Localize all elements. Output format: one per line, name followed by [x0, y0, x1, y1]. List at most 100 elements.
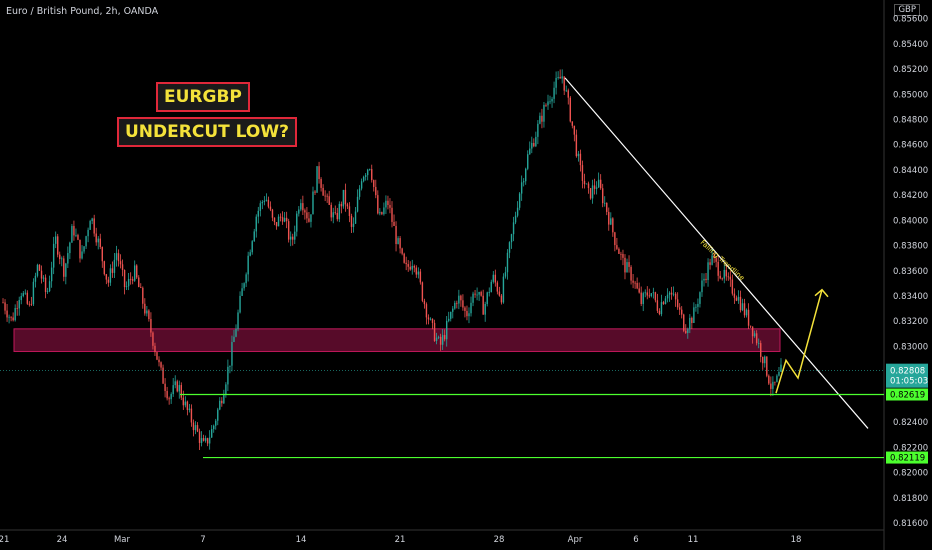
candle-body	[525, 168, 527, 182]
candle-body	[54, 236, 57, 244]
candle-body	[606, 202, 608, 212]
candle-body	[488, 292, 490, 293]
candle-body	[194, 425, 197, 431]
candle-body	[614, 232, 616, 246]
candle-body	[208, 437, 211, 444]
candle-body	[642, 293, 644, 304]
candle-body	[587, 183, 590, 189]
candle-body	[59, 254, 61, 260]
candle-body	[413, 266, 415, 268]
candle-body	[227, 366, 229, 385]
instrument-title: Euro / British Pound, 2h, OANDA	[6, 6, 159, 17]
candle-body	[527, 154, 529, 169]
candle-body	[206, 438, 209, 444]
candle-body	[233, 336, 235, 342]
candle-body	[687, 329, 689, 333]
candle-body	[456, 302, 458, 304]
candle-body	[170, 394, 172, 400]
projection-path	[775, 289, 823, 394]
candle-body	[107, 279, 110, 283]
candle-body	[237, 312, 239, 329]
candle-body	[375, 186, 377, 196]
candle-body	[215, 420, 217, 426]
candle-body	[140, 287, 142, 288]
candle-body	[636, 283, 638, 289]
candle-body	[705, 278, 707, 281]
candle-body	[551, 98, 553, 102]
candle-body	[626, 262, 628, 273]
candle-body	[757, 343, 760, 344]
candle-body	[285, 217, 288, 222]
candle-body	[717, 261, 719, 276]
candle-body	[729, 276, 732, 280]
candle-body	[332, 212, 334, 218]
candle-body	[559, 76, 561, 79]
y-tick-label: 0.83800	[893, 242, 928, 252]
candle-body	[731, 279, 734, 294]
y-tick-label: 0.81600	[893, 519, 928, 529]
candle-body	[656, 300, 659, 311]
candle-body	[498, 291, 501, 296]
candle-body	[772, 381, 774, 389]
candle-body	[26, 292, 29, 304]
candle-body	[257, 210, 259, 217]
candle-body	[371, 169, 373, 181]
candle-body	[693, 307, 695, 324]
level-price-tag	[886, 451, 928, 464]
candle-body	[699, 292, 701, 304]
candle-body	[561, 76, 563, 79]
candle-body	[616, 245, 618, 249]
candle-body	[71, 225, 73, 243]
candle-body	[425, 304, 428, 318]
candle-body	[190, 408, 193, 423]
candle-body	[612, 218, 614, 233]
candle-body	[595, 187, 598, 189]
candle-body	[93, 218, 95, 234]
candle-body	[685, 330, 687, 333]
candle-body	[437, 336, 440, 338]
candle-body	[138, 277, 140, 288]
candle-body	[275, 222, 278, 227]
candle-body	[271, 209, 274, 218]
candle-body	[719, 275, 721, 279]
candle-body	[344, 189, 347, 205]
candle-body	[75, 235, 77, 236]
candle-body	[261, 201, 264, 204]
candle-body	[89, 221, 91, 230]
candle-body	[597, 179, 600, 188]
candle-body	[494, 274, 497, 283]
candle-body	[753, 333, 756, 337]
candle-body	[484, 303, 486, 315]
candle-body	[652, 292, 655, 294]
candle-body	[221, 400, 223, 404]
candle-body	[322, 187, 324, 196]
candle-body	[87, 229, 89, 237]
candle-body	[711, 255, 713, 265]
candle-body	[431, 318, 434, 323]
candle-body	[105, 274, 108, 280]
candle-body	[350, 216, 353, 227]
candle-body	[91, 218, 93, 222]
candle-body	[419, 271, 422, 283]
candle-body	[46, 291, 49, 292]
candle-body	[476, 294, 478, 296]
candle-body	[723, 269, 725, 279]
candle-body	[608, 211, 610, 225]
candle-body	[117, 253, 120, 262]
candle-body	[654, 292, 657, 301]
candle-body	[571, 121, 574, 126]
candle-body	[745, 309, 748, 316]
candle-body	[52, 243, 55, 268]
candle-body	[480, 292, 482, 296]
candle-body	[397, 238, 399, 245]
candle-body	[399, 238, 401, 249]
candle-body	[701, 280, 703, 293]
candle-body	[547, 101, 549, 106]
candle-body	[443, 335, 446, 340]
candle-body	[34, 275, 37, 282]
currency-label[interactable]: GBP	[894, 4, 920, 16]
y-tick-label: 0.84000	[893, 216, 928, 226]
candle-body	[411, 266, 413, 270]
candle-body	[113, 259, 116, 273]
